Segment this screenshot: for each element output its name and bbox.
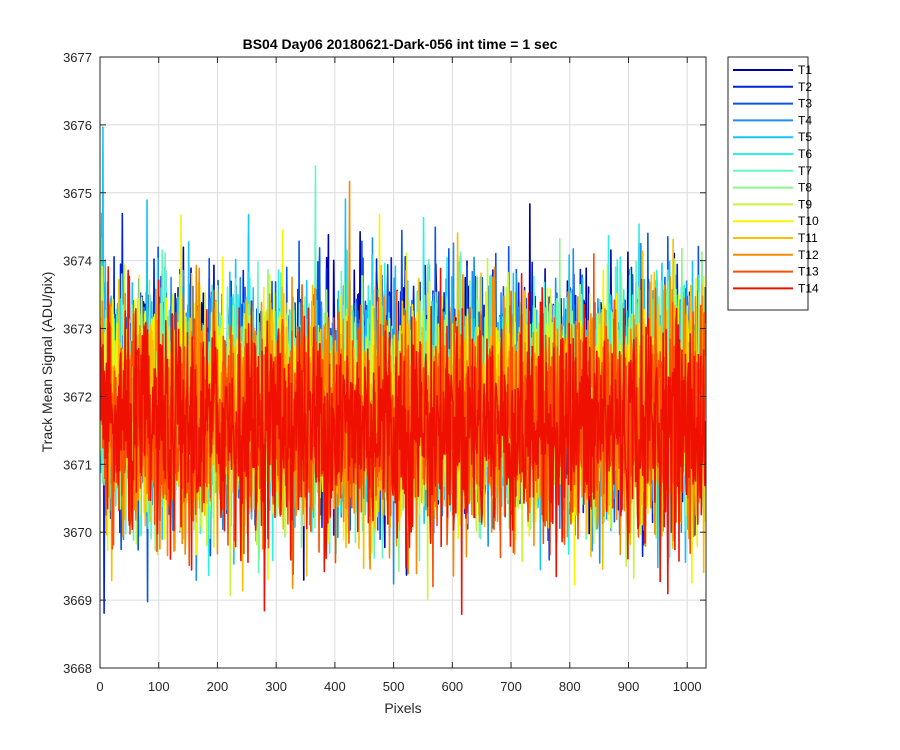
x-tick-label: 0 — [96, 679, 103, 694]
x-tick-label: 1000 — [673, 679, 702, 694]
y-tick-label: 3676 — [63, 118, 92, 133]
legend-label-t7: T7 — [798, 164, 812, 178]
legend: T1 T2 T3 T4 T5 T6 T7 T8 T9 T10 T11 T12 T13 T14 — [727, 56, 819, 311]
x-tick-label: 600 — [441, 679, 463, 694]
series-line-t14 — [100, 266, 706, 616]
y-tick-label: 3674 — [63, 254, 92, 269]
y-axis-label: Track Mean Signal (ADU/pix) — [39, 272, 55, 453]
x-tick-label: 400 — [324, 679, 346, 694]
x-tick-label: 900 — [618, 679, 640, 694]
y-tick-label: 3671 — [63, 457, 92, 472]
x-axis-label: Pixels — [384, 700, 421, 716]
y-tick-label: 3669 — [63, 593, 92, 608]
legend-label-t1: T1 — [798, 63, 812, 77]
y-tick-label: 3670 — [63, 525, 92, 540]
axes-box — [99, 56, 707, 669]
legend-box — [727, 56, 809, 311]
x-tick-label: 100 — [148, 679, 170, 694]
y-tick-label: 3673 — [63, 322, 92, 337]
chart-title: BS04 Day06 20180621-Dark-056 int time = … — [243, 36, 558, 52]
legend-label-t12: T12 — [798, 248, 819, 262]
legend-label-t8: T8 — [798, 181, 812, 195]
x-tick-label: 200 — [207, 679, 229, 694]
legend-label-t13: T13 — [798, 265, 819, 279]
legend-label-t4: T4 — [798, 113, 812, 127]
axis-ticks: 0 100 200 300 400 500 600 700 800 900 1000 3668 3669… — [63, 50, 706, 694]
y-tick-label: 3675 — [63, 186, 92, 201]
x-tick-label: 300 — [265, 679, 287, 694]
plot-area — [100, 126, 706, 616]
legend-label-t9: T9 — [798, 197, 812, 211]
x-tick-label: 800 — [559, 679, 581, 694]
legend-label-t10: T10 — [798, 214, 819, 228]
x-tick-label: 700 — [500, 679, 522, 694]
legend-label-t6: T6 — [798, 147, 812, 161]
x-tick-label: 500 — [383, 679, 405, 694]
legend-label-t3: T3 — [798, 97, 812, 111]
y-tick-label: 3672 — [63, 389, 92, 404]
legend-label-t11: T11 — [798, 231, 818, 245]
legend-label-t14: T14 — [798, 281, 819, 295]
series-lines — [100, 126, 706, 616]
legend-label-t2: T2 — [798, 80, 812, 94]
legend-label-t5: T5 — [798, 130, 812, 144]
y-tick-label: 3668 — [63, 661, 92, 676]
y-tick-label: 3677 — [63, 50, 92, 65]
